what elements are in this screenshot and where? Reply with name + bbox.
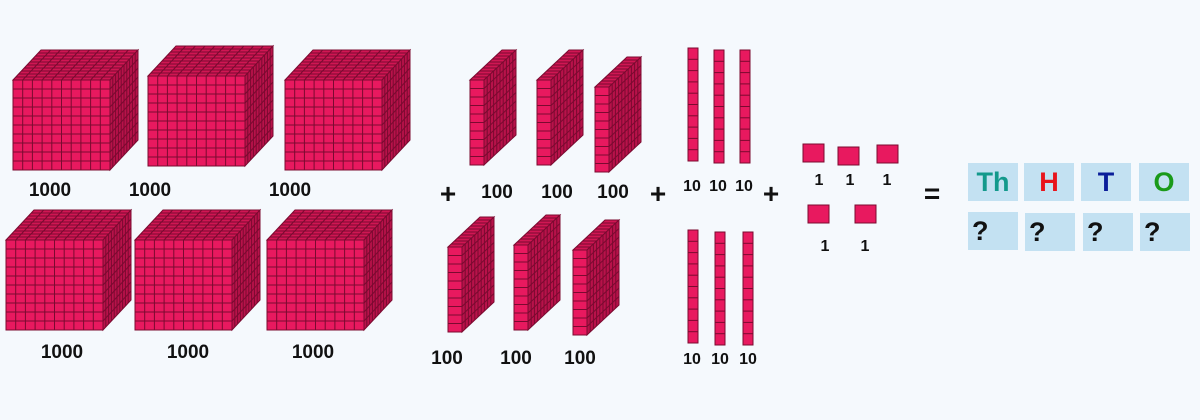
plus-sign: + [649,178,667,209]
one-unit [876,144,899,164]
one-unit [854,204,877,224]
answer-ones[interactable]: ? [1140,213,1190,251]
ten-label: 10 [709,178,727,195]
hundred-label: 100 [500,348,532,369]
one-label: 1 [820,238,830,255]
one-unit [807,204,830,224]
header-label: T [1097,166,1115,197]
header-tens: T [1081,163,1131,201]
ten-label: 10 [711,351,729,368]
thousand-label: 1000 [166,342,210,363]
answer-thousands[interactable]: ? [968,212,1018,250]
one-label: 1 [845,172,855,189]
plus-sign: + [439,178,457,209]
hundred-flat [468,48,518,167]
header-label: O [1153,166,1175,197]
hundred-flat [571,218,621,337]
hundred-flat [593,55,643,174]
header-label: H [1039,166,1059,197]
thousand-cube [4,208,133,332]
answer-tens[interactable]: ? [1083,213,1133,251]
thousand-label: 1000 [291,342,335,363]
thousand-label: 1000 [268,180,312,201]
thousand-cube [146,44,275,168]
ten-label: 10 [683,351,701,368]
ten-label: 10 [739,351,757,368]
header-hundreds: H [1024,163,1074,201]
thousand-label: 1000 [128,180,172,201]
equals-sign: = [923,178,941,209]
thousand-label: 1000 [28,180,72,201]
one-unit [802,143,825,163]
hundred-flat [446,215,496,334]
ten-rod [713,49,725,164]
hundred-label: 100 [597,182,629,203]
one-label: 1 [882,172,892,189]
thousand-cube [265,208,394,332]
hundred-label: 100 [564,348,596,369]
hundred-label: 100 [431,348,463,369]
thousand-cube [133,208,262,332]
ten-rod [687,47,699,162]
thousand-label: 1000 [40,342,84,363]
ten-rod [687,229,699,344]
thousand-cube [283,48,412,172]
hundred-flat [535,48,585,167]
ten-label: 10 [683,178,701,195]
one-label: 1 [860,238,870,255]
hundred-label: 100 [541,182,573,203]
header-thousands: Th [968,163,1018,201]
ten-label: 10 [735,178,753,195]
header-label: Th [976,166,1010,197]
ten-rod [739,49,751,164]
one-unit [837,146,860,166]
ten-rod [714,231,726,346]
hundred-label: 100 [481,182,513,203]
thousand-cube [11,48,140,172]
ten-rod [742,231,754,346]
header-ones: O [1139,163,1189,201]
hundred-flat [512,213,562,332]
plus-sign: + [762,178,780,209]
answer-hundreds[interactable]: ? [1025,213,1075,251]
one-label: 1 [814,172,824,189]
